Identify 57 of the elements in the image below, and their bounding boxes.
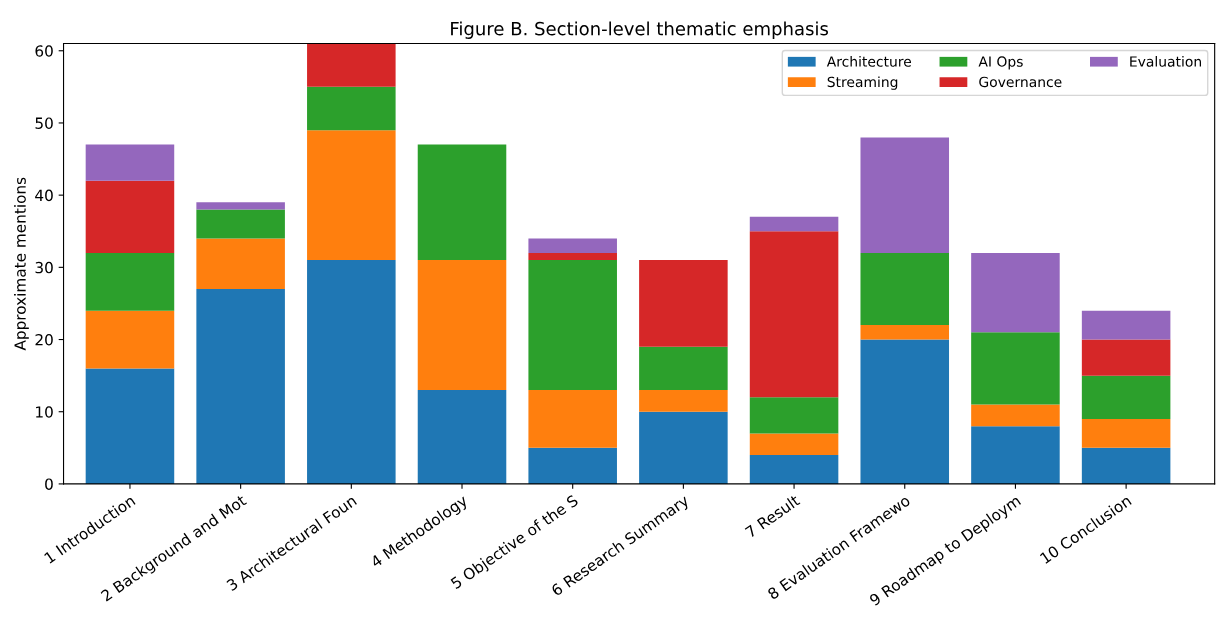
bar [85,144,175,181]
bar [85,368,175,484]
bar [749,397,839,434]
bar [971,426,1060,484]
bar [639,411,728,484]
y-tick-label: 20 [35,334,53,346]
bar [1081,447,1171,484]
y-axis-title: Approximate mentions [14,177,29,351]
bar [860,137,950,253]
bar [307,130,396,261]
bar [196,238,285,289]
bar [417,260,507,391]
y-tick-label: 0 [45,478,53,490]
bar [528,238,617,253]
bar [860,339,950,484]
bar [749,216,839,232]
bar [85,252,175,311]
bar [1081,339,1171,376]
bar [639,346,728,391]
chart-title: Figure B. Section-level thematic emphasis [451,21,828,39]
bar [85,180,175,253]
bar [860,252,950,326]
legend-label: Governance [979,76,1062,88]
bar [639,260,728,347]
legend-label: AI Ops [978,56,1023,70]
bar [1081,310,1171,340]
legend-label: Streaming [827,76,898,90]
bar [85,310,175,369]
y-tick-label: 40 [35,189,53,202]
bar [639,390,728,412]
bar [196,289,285,484]
bar [196,209,285,239]
bar [860,325,950,340]
bar [749,455,839,484]
bar [528,447,617,484]
bar [1081,418,1171,448]
legend-label: Evaluation [1130,56,1201,67]
bar [528,390,617,448]
bar [749,433,839,456]
legend-label: Architecture [826,56,912,67]
bar [1081,375,1171,419]
y-tick-label: 30 [35,261,53,274]
bar [528,260,617,391]
bar [307,260,396,484]
y-tick-label: 10 [36,406,53,418]
bar [417,144,507,261]
y-tick-label: 60 [35,45,53,57]
bar [971,252,1060,333]
y-tick-label: 50 [35,117,53,129]
bar [196,202,285,210]
bar [528,252,617,261]
bar [417,390,507,484]
bar [971,404,1060,427]
bar [307,43,396,87]
bar [749,231,839,398]
bar [971,332,1060,405]
bar [307,86,396,131]
